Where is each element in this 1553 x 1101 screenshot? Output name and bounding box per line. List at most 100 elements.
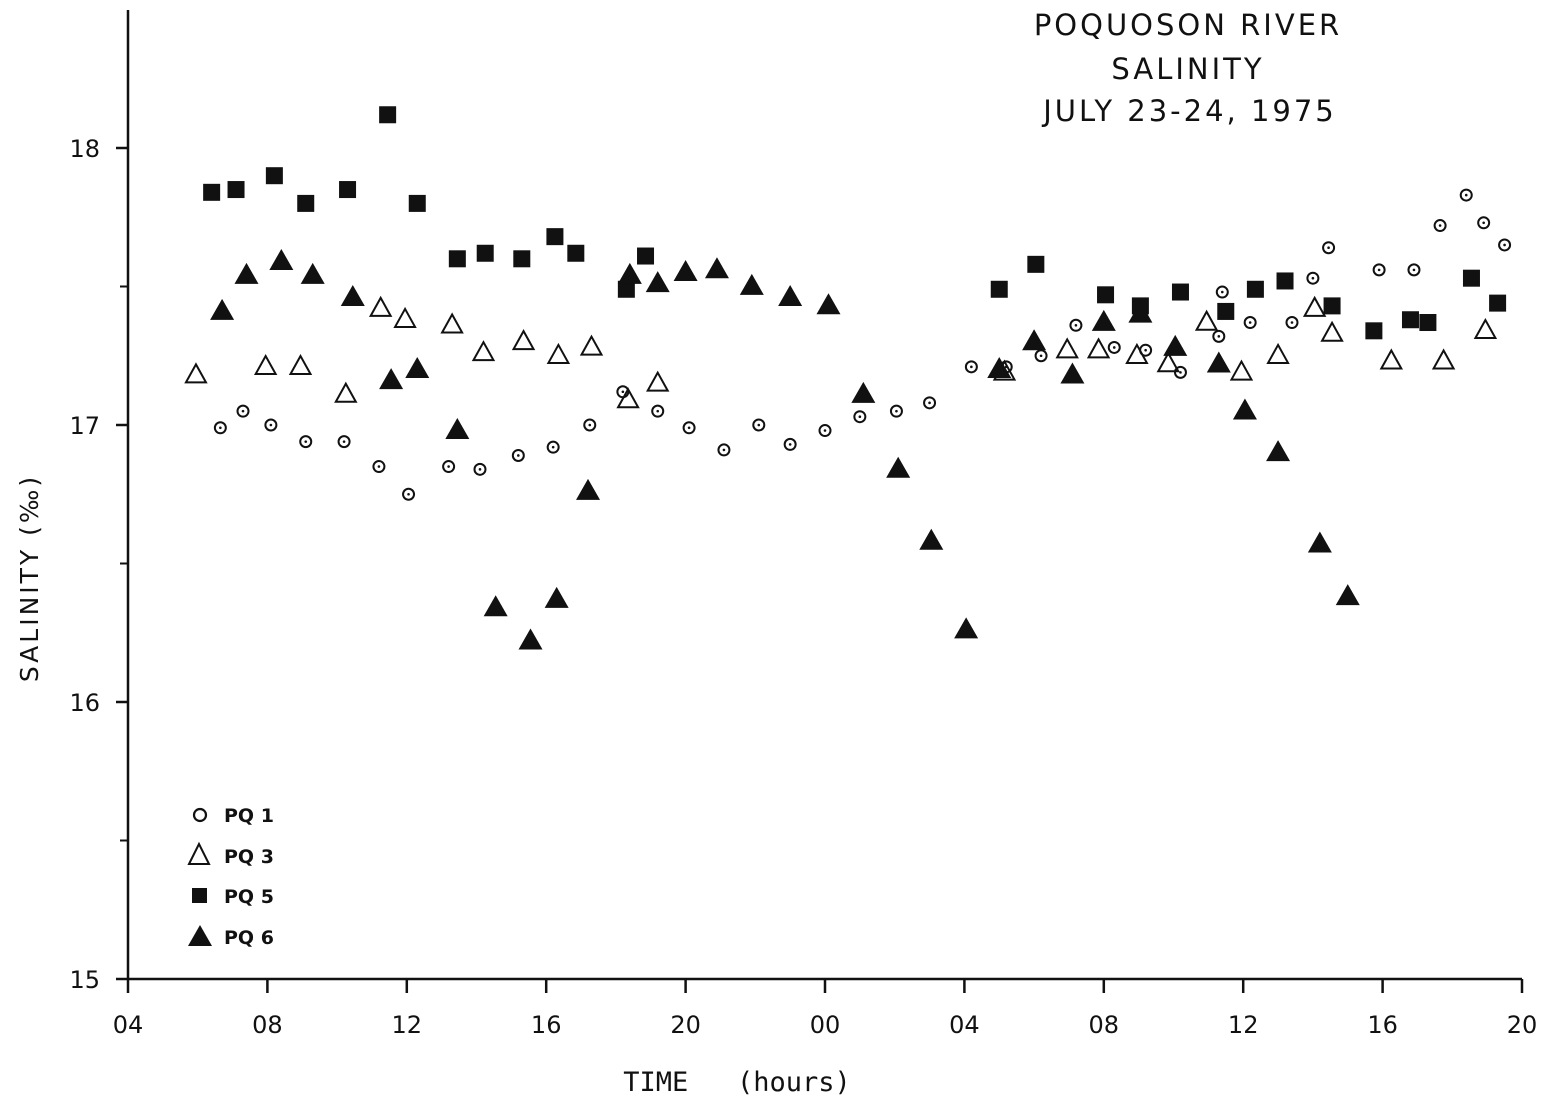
pq5-point — [265, 167, 283, 185]
legend-label-pq1: PQ 1 — [224, 805, 274, 827]
pq1-point-center — [1179, 371, 1182, 374]
title-line-2: SALINITY — [1111, 52, 1264, 86]
pq1-point-center — [407, 492, 410, 496]
pq3-point — [253, 353, 278, 376]
pq3-point — [1431, 348, 1456, 370]
pq5-point — [546, 228, 564, 246]
x-tick-label: 00 — [810, 1011, 841, 1039]
pq1-point-center — [1438, 224, 1442, 227]
pq6-point — [269, 248, 294, 270]
pq1-point — [1372, 263, 1386, 277]
pq6-point — [1022, 329, 1047, 351]
pq5-point — [408, 194, 426, 212]
pq1-point — [511, 448, 525, 462]
pq3-point — [1055, 337, 1079, 359]
pq6-point — [518, 628, 543, 650]
pq3-point — [1156, 351, 1180, 373]
pq1-point — [583, 418, 597, 432]
pq6-point — [778, 284, 803, 306]
pq1-point-center — [219, 426, 222, 430]
pq1-point-center — [304, 440, 308, 443]
pq1-point-center — [1144, 348, 1147, 352]
pq1-point-center — [1220, 290, 1224, 294]
pq5-point — [1217, 302, 1235, 320]
x-tick-label: 04 — [113, 1011, 144, 1039]
pq1-point — [546, 440, 560, 454]
pq5-point — [990, 280, 1008, 298]
pq1-point — [1285, 316, 1299, 330]
pq6-point — [954, 617, 979, 639]
x-tick-label: 16 — [531, 1011, 562, 1039]
pq3-point — [393, 306, 417, 328]
pq6-point — [210, 298, 235, 320]
legend-label-pq6: PQ 6 — [224, 927, 274, 949]
pq1-point — [337, 435, 351, 449]
pq1-point-center — [1503, 243, 1506, 247]
pq5-point — [617, 280, 635, 298]
pq6-point — [816, 293, 841, 315]
pq1-point-center — [970, 365, 973, 369]
legend-marker-pq5 — [192, 888, 207, 903]
legend-label-pq3: PQ 3 — [224, 846, 274, 868]
pq5-point — [1276, 272, 1294, 290]
pq3-point — [471, 340, 496, 362]
pq3-point — [288, 353, 313, 376]
pq3-point — [1194, 309, 1219, 331]
pq3-point — [546, 342, 571, 364]
pq1-point-center — [478, 468, 482, 471]
pq6-point — [617, 262, 642, 284]
pq1-point-center — [1464, 193, 1468, 197]
pq1-point-center — [551, 445, 555, 449]
pq5-point — [297, 194, 315, 212]
y-tick-label: 18 — [69, 135, 100, 163]
pq6-point — [544, 586, 569, 608]
pq5-point — [227, 181, 245, 199]
pq3-point — [440, 312, 464, 334]
pq6-point — [1060, 362, 1085, 384]
pq5-point — [448, 250, 466, 268]
legend-item-pq5: PQ 5 — [192, 886, 274, 908]
pq5-point — [203, 183, 221, 201]
pq5-point — [637, 247, 655, 265]
pq3-point — [1473, 317, 1498, 340]
legend-item-pq3: PQ 3 — [187, 841, 274, 868]
pq1-point-center — [823, 429, 827, 432]
pq3-point — [1086, 337, 1111, 359]
pq3-point — [184, 362, 208, 384]
pq6-point — [234, 262, 259, 284]
pq5-point — [339, 181, 357, 199]
pq3-point — [1229, 359, 1254, 381]
title-line-1: POQUOSON RIVER — [1034, 8, 1342, 42]
pq5-point — [379, 106, 397, 124]
pq1-point — [1433, 219, 1447, 233]
pq6-point — [987, 357, 1012, 378]
pq1-point — [442, 460, 456, 474]
pq1-point-center — [656, 409, 660, 413]
pq1-point-center — [447, 465, 450, 468]
pq3-point — [646, 370, 670, 392]
pq3-point — [1266, 342, 1290, 364]
pq1-point — [1107, 340, 1121, 354]
pq1-point — [1459, 188, 1473, 202]
pq1-point — [783, 437, 797, 451]
pq6-point — [300, 262, 325, 284]
pq1-point — [1069, 318, 1083, 332]
pq5-point — [1246, 280, 1264, 298]
pq3-point — [616, 387, 640, 409]
pq1-point — [1306, 271, 1320, 285]
pq1-point — [236, 404, 250, 418]
pq1-point — [717, 443, 731, 457]
pq6-point — [445, 417, 470, 439]
pq1-point — [752, 418, 766, 432]
pq6-point — [886, 456, 911, 478]
pq1-point-center — [1217, 335, 1221, 338]
pq5-point — [476, 244, 494, 262]
pq1-point — [1477, 216, 1491, 230]
x-tick-label: 04 — [949, 1011, 980, 1039]
pq6-point — [379, 368, 404, 390]
pq1-point — [1498, 238, 1512, 252]
pq1-point-center — [377, 465, 381, 468]
pq1-point — [1215, 285, 1229, 299]
pq1-point — [964, 360, 978, 374]
pq1-point-center — [928, 401, 931, 405]
